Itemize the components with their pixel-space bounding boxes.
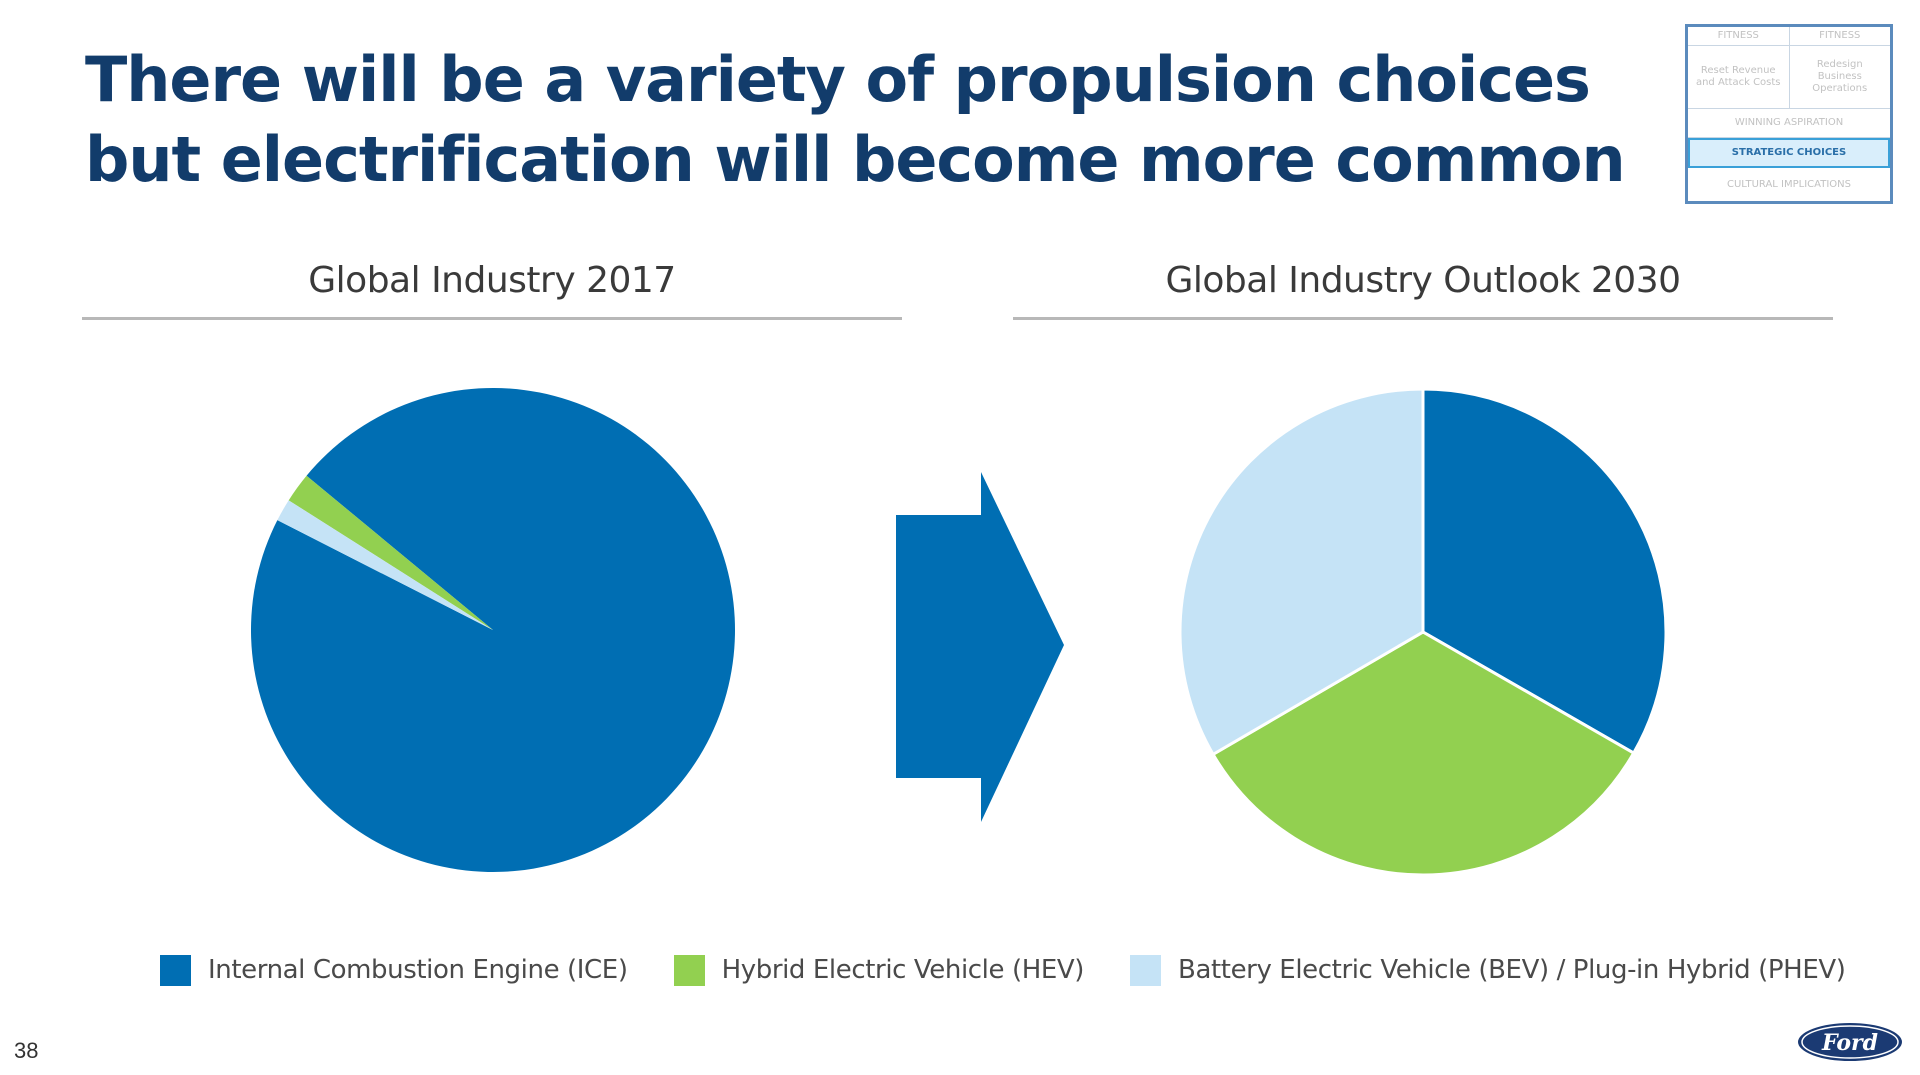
pie-chart-2017 bbox=[250, 388, 735, 872]
chart-legend: Internal Combustion Engine (ICE) Hybrid … bbox=[160, 945, 1846, 995]
nav-fitness-right: FITNESS bbox=[1819, 30, 1861, 41]
transition-arrow-icon bbox=[896, 472, 1064, 822]
legend-swatch-ice bbox=[160, 954, 191, 986]
legend-item-hev: Hybrid Electric Vehicle (HEV) bbox=[673, 954, 1085, 986]
legend-label-hev: Hybrid Electric Vehicle (HEV) bbox=[721, 955, 1085, 985]
legend-item-bev-phev: Battery Electric Vehicle (BEV) / Plug-in… bbox=[1130, 954, 1846, 986]
ford-logo-icon: Ford bbox=[1796, 1021, 1904, 1063]
chart-title-2017: Global Industry 2017 bbox=[308, 260, 676, 301]
page-title: There will be a variety of propulsion ch… bbox=[85, 40, 1626, 200]
pie-2017-slice-bev-phev bbox=[277, 500, 493, 630]
title-line-2: but electrification will become more com… bbox=[85, 123, 1626, 196]
pie-2017-slice-ice bbox=[250, 388, 735, 872]
legend-label-ice: Internal Combustion Engine (ICE) bbox=[208, 955, 628, 985]
pie-chart-2030 bbox=[1178, 387, 1668, 877]
ford-logo-text: Ford bbox=[1821, 1030, 1878, 1056]
chart-title-2030: Global Industry Outlook 2030 bbox=[1165, 260, 1681, 301]
heading-divider-left bbox=[82, 317, 902, 320]
legend-swatch-bev-phev bbox=[1130, 954, 1162, 986]
nav-redesign-business: Redesign Business Operations bbox=[1812, 59, 1868, 94]
nav-strategic-choices: STRATEGIC CHOICES bbox=[1688, 138, 1890, 168]
nav-winning-aspiration: WINNING ASPIRATION bbox=[1734, 117, 1844, 128]
legend-label-bev-phev: Battery Electric Vehicle (BEV) / Plug-in… bbox=[1178, 955, 1846, 985]
pie-2030-slice-ice bbox=[1421, 387, 1668, 756]
nav-reset-revenue: Reset Revenue and Attack Costs bbox=[1688, 46, 1790, 108]
nav-fitness-left: FITNESS bbox=[1688, 27, 1790, 45]
heading-divider-right bbox=[1013, 317, 1833, 320]
pie-2030-slice-bev-phev bbox=[1178, 387, 1425, 757]
nav-cultural-implications: CULTURAL IMPLICATIONS bbox=[1727, 179, 1851, 190]
pie-2030-slice-hev bbox=[1211, 630, 1636, 877]
pie-2017-slice-hev bbox=[288, 475, 493, 630]
title-line-1: There will be a variety of propulsion ch… bbox=[85, 43, 1591, 116]
strategy-nav-box: FITNESS FITNESS Reset Revenue and Attack… bbox=[1685, 24, 1893, 204]
page-number: 38 bbox=[14, 1038, 39, 1063]
legend-swatch-hev bbox=[673, 954, 705, 986]
legend-item-ice: Internal Combustion Engine (ICE) bbox=[160, 954, 628, 986]
